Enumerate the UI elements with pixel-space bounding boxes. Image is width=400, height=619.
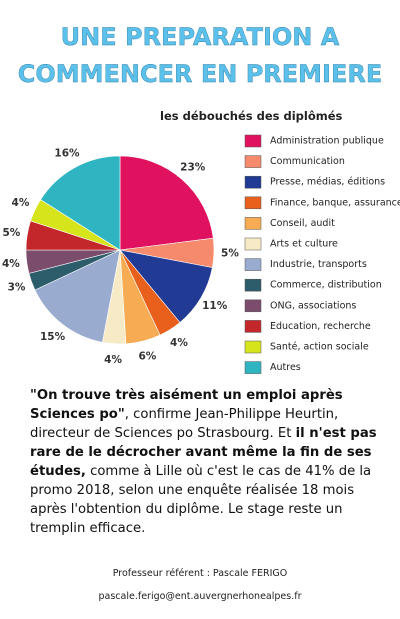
legend-label: ONG, associations xyxy=(270,300,356,311)
legend-swatch xyxy=(244,217,262,230)
legend-label: Arts et culture xyxy=(270,239,338,250)
chart-title: les débouchés des diplômés xyxy=(160,109,343,123)
slice-label: 11% xyxy=(202,300,228,312)
text-run: , confirme Jean-Philippe Heurtin, direct… xyxy=(30,407,339,441)
text-run: comme à Lille où c'est le cas de 41% de … xyxy=(30,464,372,536)
legend-label: Education, recherche xyxy=(270,321,371,332)
slice-label: 5% xyxy=(221,247,239,259)
title-line: UNE PREPARATION A xyxy=(61,23,340,51)
legend-label: Presse, médias, éditions xyxy=(270,177,385,188)
slice-label: 4% xyxy=(2,258,20,270)
legend-swatch xyxy=(244,237,262,251)
footer-line: pascale.ferigo@ent.auvergnerhonealpes.fr xyxy=(99,591,302,602)
slice-label: 4% xyxy=(12,197,30,209)
legend-swatch xyxy=(244,340,262,354)
pie-slice xyxy=(119,155,214,251)
legend-label: Industrie, transports xyxy=(270,259,367,270)
legend-swatch xyxy=(244,320,262,333)
slice-label: 6% xyxy=(138,351,156,363)
pie-slice xyxy=(40,155,121,251)
legend-label: Finance, banque, assurance xyxy=(270,197,400,208)
slice-label: 4% xyxy=(170,337,188,349)
paragraph: "On trouve très aisément un emploi après… xyxy=(30,386,382,538)
legend-label: Administration publique xyxy=(270,136,384,147)
legend-swatch xyxy=(244,175,262,189)
footer-line: Professeur référent : Pascale FERIGO xyxy=(113,568,288,579)
legend-swatch xyxy=(244,278,262,292)
slice-label: 16% xyxy=(54,148,80,160)
slice-label: 3% xyxy=(8,281,26,293)
legend-swatch xyxy=(244,361,262,374)
legend-label: Santé, action sociale xyxy=(270,342,369,353)
legend-swatch xyxy=(244,196,262,210)
legend: Administration publique Communication Pres… xyxy=(244,134,400,374)
legend-label: Commerce, distribution xyxy=(270,280,382,291)
slice-label: 23% xyxy=(180,161,206,173)
slice-label: 5% xyxy=(2,227,20,239)
text-run: "On trouve très aisément un emploi après… xyxy=(30,388,343,422)
pie-slice xyxy=(34,249,121,343)
legend-swatch xyxy=(244,155,262,168)
slice-label: 4% xyxy=(104,354,122,366)
legend-label: Communication xyxy=(270,156,345,167)
title-line: COMMENCER EN PREMIERE xyxy=(18,60,383,88)
pie-slice xyxy=(119,249,213,323)
legend-swatch xyxy=(244,258,262,271)
legend-swatch xyxy=(244,134,262,148)
legend-label: Autres xyxy=(270,362,301,373)
legend-label: Conseil, audit xyxy=(270,218,335,229)
pie: 23% 5% 11% 4% 6% 4% 15% 3% 4% 5% 4% 16% xyxy=(2,148,239,366)
text-run: il n'est pas rare de le décrocher avant … xyxy=(30,426,377,479)
slice-label: 15% xyxy=(40,331,66,343)
legend-swatch xyxy=(244,299,262,313)
